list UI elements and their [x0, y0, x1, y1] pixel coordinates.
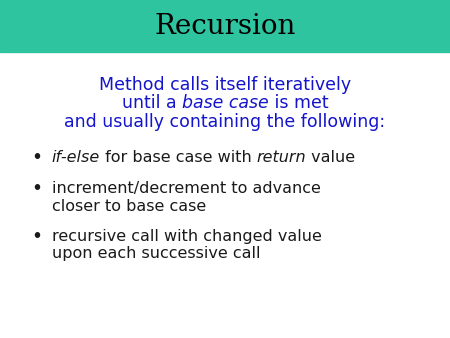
- Text: recursive call with changed value: recursive call with changed value: [52, 229, 322, 244]
- Text: until a: until a: [122, 94, 182, 112]
- Text: and usually containing the following:: and usually containing the following:: [64, 113, 386, 131]
- Text: is met: is met: [269, 94, 328, 112]
- Text: for base case with: for base case with: [100, 150, 257, 165]
- FancyBboxPatch shape: [0, 0, 450, 52]
- Text: •: •: [32, 148, 43, 167]
- Text: return: return: [257, 150, 306, 165]
- Text: increment/decrement to advance: increment/decrement to advance: [52, 182, 320, 196]
- Text: value: value: [306, 150, 356, 165]
- Text: closer to base case: closer to base case: [52, 199, 206, 214]
- Text: Method calls itself iteratively: Method calls itself iteratively: [99, 75, 351, 94]
- Text: •: •: [32, 227, 43, 246]
- Text: if-else: if-else: [52, 150, 100, 165]
- Text: Recursion: Recursion: [154, 13, 296, 40]
- Text: upon each successive call: upon each successive call: [52, 246, 260, 261]
- Text: base case: base case: [182, 94, 269, 112]
- Text: •: •: [32, 179, 43, 198]
